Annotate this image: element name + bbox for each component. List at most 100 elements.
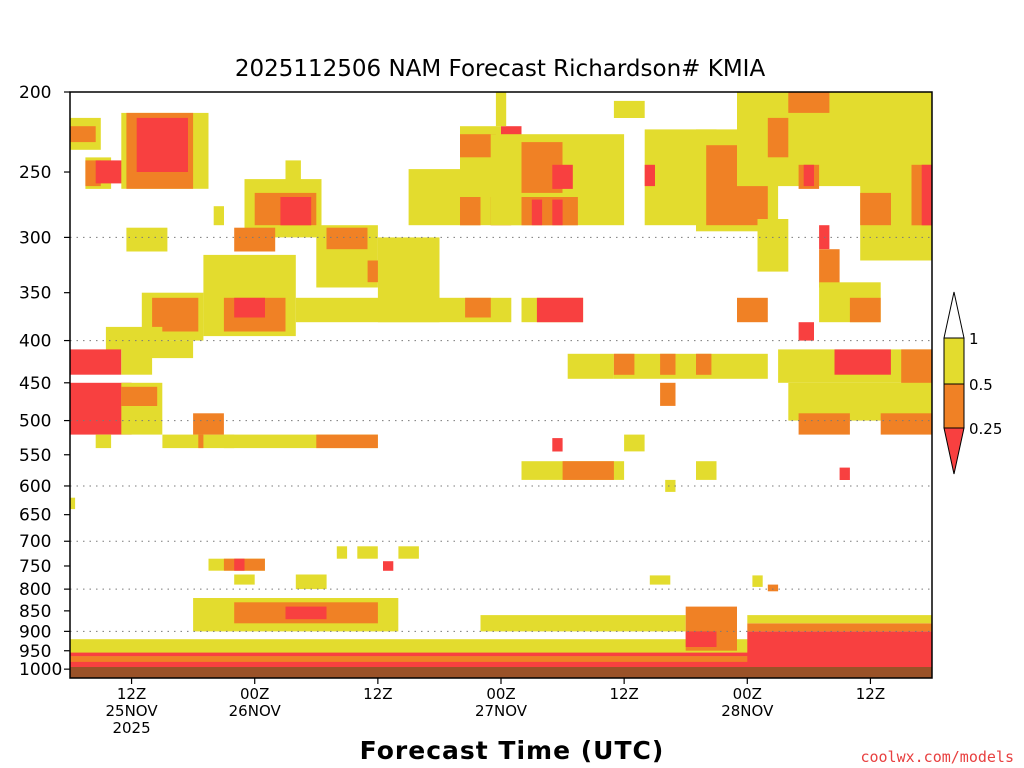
ri-cell: [234, 297, 265, 318]
ri-cell: [649, 575, 671, 585]
y-tick-label: 950: [19, 642, 51, 662]
ri-cell: [198, 434, 204, 449]
ri-cell: [326, 227, 368, 250]
legend-bin-above-1: [943, 291, 965, 339]
x-tick-label: 25NOV: [106, 702, 159, 720]
x-tick-label: 27NOV: [475, 702, 528, 720]
y-tick-label: 200: [19, 83, 51, 103]
ri-cell: [383, 561, 394, 571]
ri-cell: [136, 117, 188, 172]
ri-cell: [660, 382, 676, 406]
y-tick-label: 300: [19, 228, 51, 248]
ri-cell: [531, 199, 543, 226]
ri-cell: [819, 249, 840, 288]
chart-title: 2025112506 NAM Forecast Richardson# KMIA: [235, 56, 766, 82]
ri-cell: [613, 353, 635, 375]
x-tick-label: 26NOV: [229, 702, 282, 720]
ri-cell: [460, 197, 481, 226]
ri-cell: [849, 297, 881, 323]
x-tick-label: 12Z: [856, 685, 885, 703]
ri-cell: [552, 164, 573, 189]
ri-cell: [660, 353, 676, 375]
ri-cell: [613, 100, 645, 118]
ri-cell: [552, 438, 563, 452]
x-tick-label: 12Z: [609, 685, 638, 703]
legend-bin-0-5-1: [943, 337, 965, 385]
ri-cell: [798, 322, 814, 341]
ri-cell: [70, 497, 76, 510]
ri-cell: [644, 164, 655, 187]
ri-cell: [747, 615, 932, 624]
y-tick-label: 350: [19, 284, 51, 304]
ri-cell: [234, 574, 255, 585]
y-tick-label: 700: [19, 532, 51, 552]
ri-cell: [829, 92, 850, 150]
ri-cell: [295, 574, 327, 590]
ri-cell: [552, 199, 563, 226]
legend-label: 0.5: [969, 376, 993, 394]
ri-cell: [336, 546, 348, 559]
ri-cell: [316, 434, 378, 449]
ri-cell: [860, 192, 891, 226]
y-tick-label: 1000: [19, 660, 62, 680]
x-tick-label: 00Z: [733, 685, 762, 703]
data-cells: [70, 92, 932, 671]
y-tick-label: 450: [19, 374, 51, 394]
ri-cell: [70, 656, 932, 662]
x-tick-label: 12Z: [363, 685, 392, 703]
ri-cell: [465, 297, 491, 318]
ri-cell: [921, 164, 932, 226]
ri-cell: [398, 546, 419, 559]
legend-bin-0-25-0-5: [943, 383, 965, 429]
ri-cell: [665, 479, 676, 492]
ri-cell: [95, 160, 127, 184]
ri-cell: [70, 661, 932, 670]
ground-surface: [70, 667, 932, 678]
ri-cell: [567, 353, 614, 379]
ri-cell: [95, 434, 112, 449]
ri-cell: [70, 652, 932, 657]
ri-cell: [70, 126, 96, 143]
ri-cell: [834, 349, 891, 375]
x-tick-label: 00Z: [240, 685, 269, 703]
ri-cell: [480, 615, 686, 632]
ri-cell: [234, 558, 245, 571]
legend-label: 1: [969, 330, 979, 348]
ri-cell: [747, 631, 932, 670]
ri-cell: [798, 413, 850, 435]
y-tick-label: 550: [19, 446, 51, 466]
ri-cell: [767, 117, 789, 158]
y-tick-label: 500: [19, 412, 51, 432]
ri-cell: [357, 546, 378, 559]
ri-cell: [685, 631, 717, 647]
ri-cell: [121, 349, 153, 375]
ri-cell: [285, 160, 301, 187]
ri-cell: [162, 434, 235, 449]
x-tick-label: 00Z: [486, 685, 515, 703]
ri-cell: [460, 134, 496, 158]
x-tick-label: 2025: [112, 719, 150, 737]
y-tick-label: 400: [19, 332, 51, 352]
ri-cell: [126, 227, 168, 252]
y-axis: 200 250 300 350 400 450 500 550 600 650 700 750 8008…: [19, 83, 70, 680]
ri-cell: [521, 197, 578, 226]
ri-cell: [613, 353, 768, 379]
ri-cell: [121, 386, 158, 406]
ri-cell: [737, 297, 768, 323]
y-tick-label: 600: [19, 477, 51, 497]
ri-cell: [803, 164, 814, 187]
ri-cell: [213, 206, 224, 226]
legend-label: 0.25: [969, 420, 1002, 438]
y-tick-label: 250: [19, 163, 51, 183]
ri-cell: [280, 197, 312, 226]
colorbar-legend: 1 0.5 0.25: [943, 291, 1002, 475]
y-tick-label: 850: [19, 602, 51, 622]
ri-cell: [234, 227, 276, 252]
ri-cell: [880, 413, 932, 435]
ri-cell: [747, 623, 932, 632]
ri-cell: [495, 92, 507, 127]
y-tick-label: 750: [19, 557, 51, 577]
ri-cell: [757, 219, 789, 272]
ri-cell: [752, 575, 763, 587]
